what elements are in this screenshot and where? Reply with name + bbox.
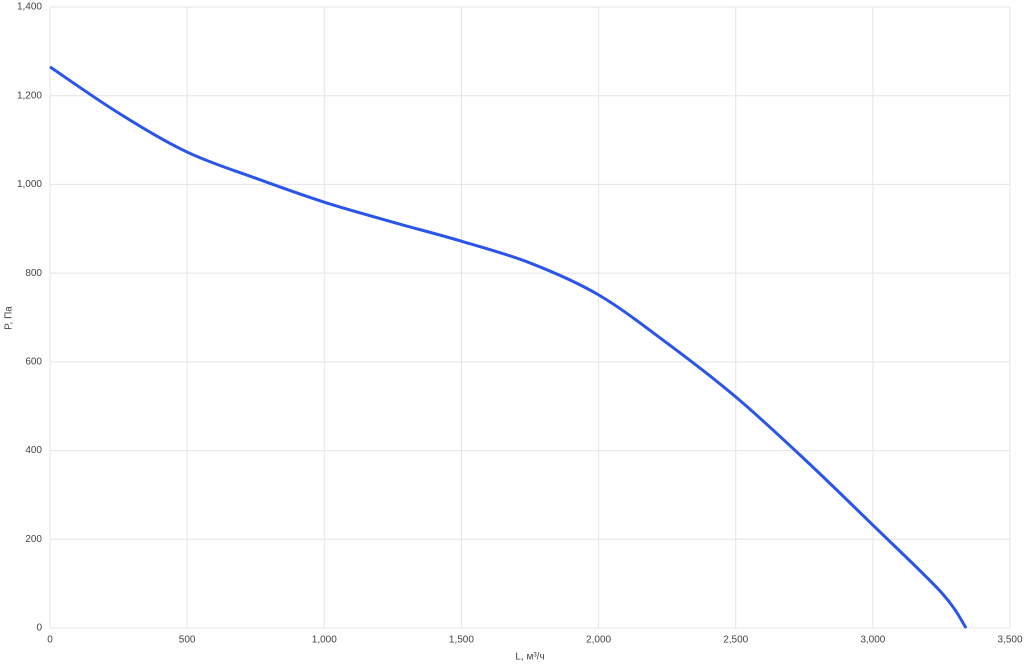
x-tick-label: 3,000 [860, 635, 885, 646]
y-axis-label: P, Па [4, 306, 15, 330]
y-tick-label: 1,400 [17, 2, 42, 13]
y-tick-label: 800 [25, 268, 42, 279]
x-tick-label: 500 [179, 635, 196, 646]
x-tick-label: 3,500 [997, 635, 1022, 646]
line [49, 65, 968, 629]
y-tick-label: 600 [25, 356, 42, 367]
y-tick-label: 400 [25, 445, 42, 456]
x-tick-label: 2,000 [586, 635, 611, 646]
y-tick-label: 1,000 [17, 179, 42, 190]
y-tick-label: 0 [36, 623, 42, 634]
x-tick-label: 0 [47, 635, 53, 646]
x-axis-label: L, м³/ч [515, 652, 544, 663]
x-tick-label: 1,000 [312, 635, 337, 646]
y-tick-label: 1,200 [17, 90, 42, 101]
x-tick-label: 2,500 [723, 635, 748, 646]
x-tick-label: 1,500 [449, 635, 474, 646]
y-tick-label: 200 [25, 534, 42, 545]
